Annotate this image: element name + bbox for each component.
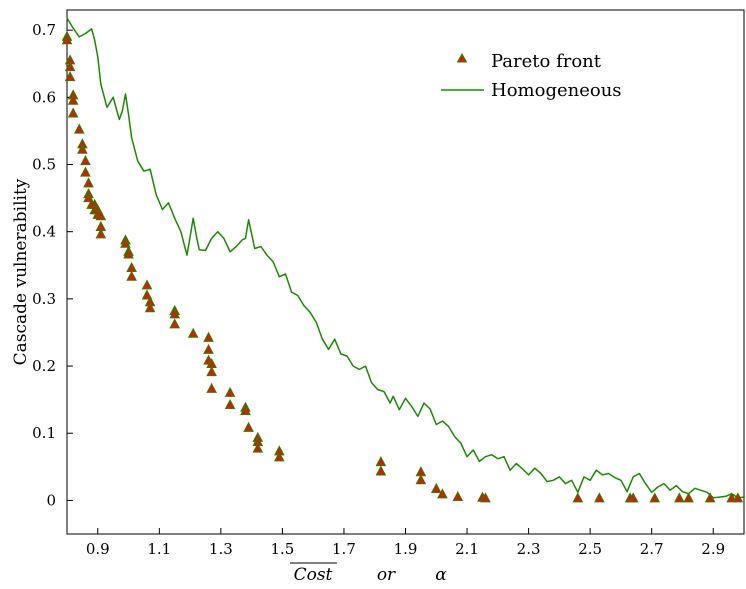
pareto-point: [240, 404, 251, 416]
legend: Pareto front Homogeneous: [441, 51, 622, 101]
pareto-point: [64, 61, 76, 72]
pareto-point: [126, 261, 137, 272]
pareto-point: [704, 492, 716, 503]
pareto-point: [67, 94, 79, 105]
pareto-point: [83, 177, 94, 188]
x-tick-label: 2.9: [701, 540, 725, 558]
x-tick-label: 1.9: [394, 540, 418, 558]
pareto-point: [95, 210, 107, 221]
legend-label-homogeneous: Homogeneous: [491, 80, 622, 101]
pareto-point: [224, 398, 236, 410]
pareto-point: [480, 492, 491, 503]
pareto-point: [203, 343, 214, 354]
pareto-point: [732, 492, 744, 503]
x-tick-label: 2.7: [640, 540, 664, 558]
plot-area: [61, 17, 745, 503]
x-axis-label-cost: Cost: [294, 565, 333, 585]
pareto-point: [243, 421, 254, 432]
x-tick-label: 1.7: [332, 540, 356, 558]
pareto-point: [64, 71, 76, 82]
pareto-point: [572, 492, 584, 503]
x-axis-label-alpha: α: [435, 565, 447, 585]
pareto-point: [252, 442, 264, 453]
y-tick-label: 0.3: [32, 290, 56, 308]
pareto-point: [274, 451, 285, 462]
series-line-homogeneous: [66, 17, 745, 499]
pareto-point: [144, 302, 156, 313]
pareto-point: [169, 308, 181, 319]
pareto-point: [141, 289, 153, 300]
pareto-point: [141, 279, 153, 290]
x-axis: 0.9 1.1 1.3 1.5 1.7 1.9 2.1 2.3 2.5 2.7 2.9: [86, 528, 725, 558]
pareto-point: [61, 34, 73, 45]
pareto-point: [187, 327, 199, 338]
pareto-point: [123, 248, 134, 259]
pareto-point: [452, 490, 464, 502]
pareto-point: [683, 492, 694, 503]
plot-frame: [66, 9, 745, 535]
x-tick-label: 2.5: [578, 540, 602, 558]
x-tick-label: 2.3: [517, 540, 541, 558]
pareto-point: [80, 155, 91, 166]
pareto-point: [206, 382, 217, 393]
pareto-point: [83, 192, 94, 203]
x-axis-label: Cost or α: [290, 562, 447, 585]
pareto-point: [77, 143, 88, 154]
pareto-point: [169, 318, 181, 329]
y-tick-label: 0.7: [32, 21, 56, 39]
pareto-point: [627, 492, 639, 503]
pareto-point: [73, 123, 85, 134]
pareto-point: [437, 488, 448, 499]
pareto-point: [80, 166, 91, 177]
pareto-point: [375, 465, 387, 476]
y-tick-label: 0.1: [32, 424, 56, 442]
legend-marker-pareto: [456, 52, 468, 63]
pareto-point: [203, 331, 214, 342]
pareto-point: [415, 474, 427, 485]
pareto-point: [649, 492, 661, 503]
y-tick-label: 0.5: [32, 156, 56, 174]
pareto-point: [206, 366, 217, 377]
pareto-point: [674, 492, 685, 503]
pareto-point: [120, 237, 131, 248]
y-tick-label: 0: [46, 491, 56, 509]
pareto-point: [375, 456, 387, 467]
x-tick-label: 1.5: [270, 540, 294, 558]
y-tick-label: 0.2: [32, 357, 56, 375]
pareto-point: [430, 482, 442, 493]
y-tick-label: 0.6: [32, 88, 56, 106]
x-tick-label: 1.3: [209, 540, 233, 558]
pareto-point: [95, 228, 107, 239]
pareto-point: [594, 492, 605, 503]
y-axis: 0 0.1 0.2 0.3 0.4 0.5 0.6 0.7: [32, 21, 73, 509]
legend-label-pareto: Pareto front: [491, 51, 602, 72]
pareto-point: [67, 107, 79, 118]
pareto-point: [126, 270, 137, 281]
x-tick-label: 1.1: [147, 540, 171, 558]
x-tick-label: 0.9: [86, 540, 110, 558]
pareto-point: [224, 386, 236, 397]
x-axis-label-or: or: [377, 565, 396, 585]
y-tick-label: 0.4: [32, 223, 56, 241]
y-axis-label: Cascade vulnerability: [11, 178, 31, 365]
x-tick-label: 2.1: [455, 540, 479, 558]
